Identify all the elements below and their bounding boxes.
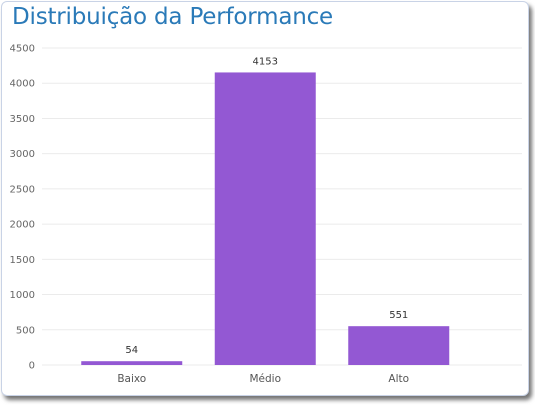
y-tick-label: 2000 xyxy=(10,220,35,231)
chart-title: Distribuição da Performance xyxy=(12,4,333,30)
x-category-label: Baixo xyxy=(117,373,146,385)
data-label: 54 xyxy=(125,345,138,356)
y-tick-label: 4000 xyxy=(10,79,35,90)
bar-alto[interactable] xyxy=(348,326,450,365)
y-tick-label: 1500 xyxy=(10,255,35,266)
y-axis: 0 500 1000 1500 2000 2500 3000 3500 4000 4500 xyxy=(10,44,35,372)
y-tick-label: 4500 xyxy=(10,44,35,55)
bar-medio[interactable] xyxy=(214,72,316,366)
y-tick-label: 2500 xyxy=(10,184,35,195)
data-label: 551 xyxy=(389,310,408,321)
bar-baixo[interactable] xyxy=(81,361,183,365)
data-labels: 54 4153 551 xyxy=(125,56,408,356)
y-tick-label: 3500 xyxy=(10,114,35,125)
y-tick-label: 500 xyxy=(16,325,35,336)
y-tick-label: 0 xyxy=(29,361,35,372)
x-category-label: Médio xyxy=(249,373,281,385)
y-tick-label: 1000 xyxy=(10,290,35,301)
x-category-label: Alto xyxy=(388,373,409,385)
x-axis: Baixo Médio Alto xyxy=(117,373,409,385)
bars xyxy=(81,72,450,366)
data-label: 4153 xyxy=(253,56,278,67)
y-tick-label: 3000 xyxy=(10,149,35,160)
